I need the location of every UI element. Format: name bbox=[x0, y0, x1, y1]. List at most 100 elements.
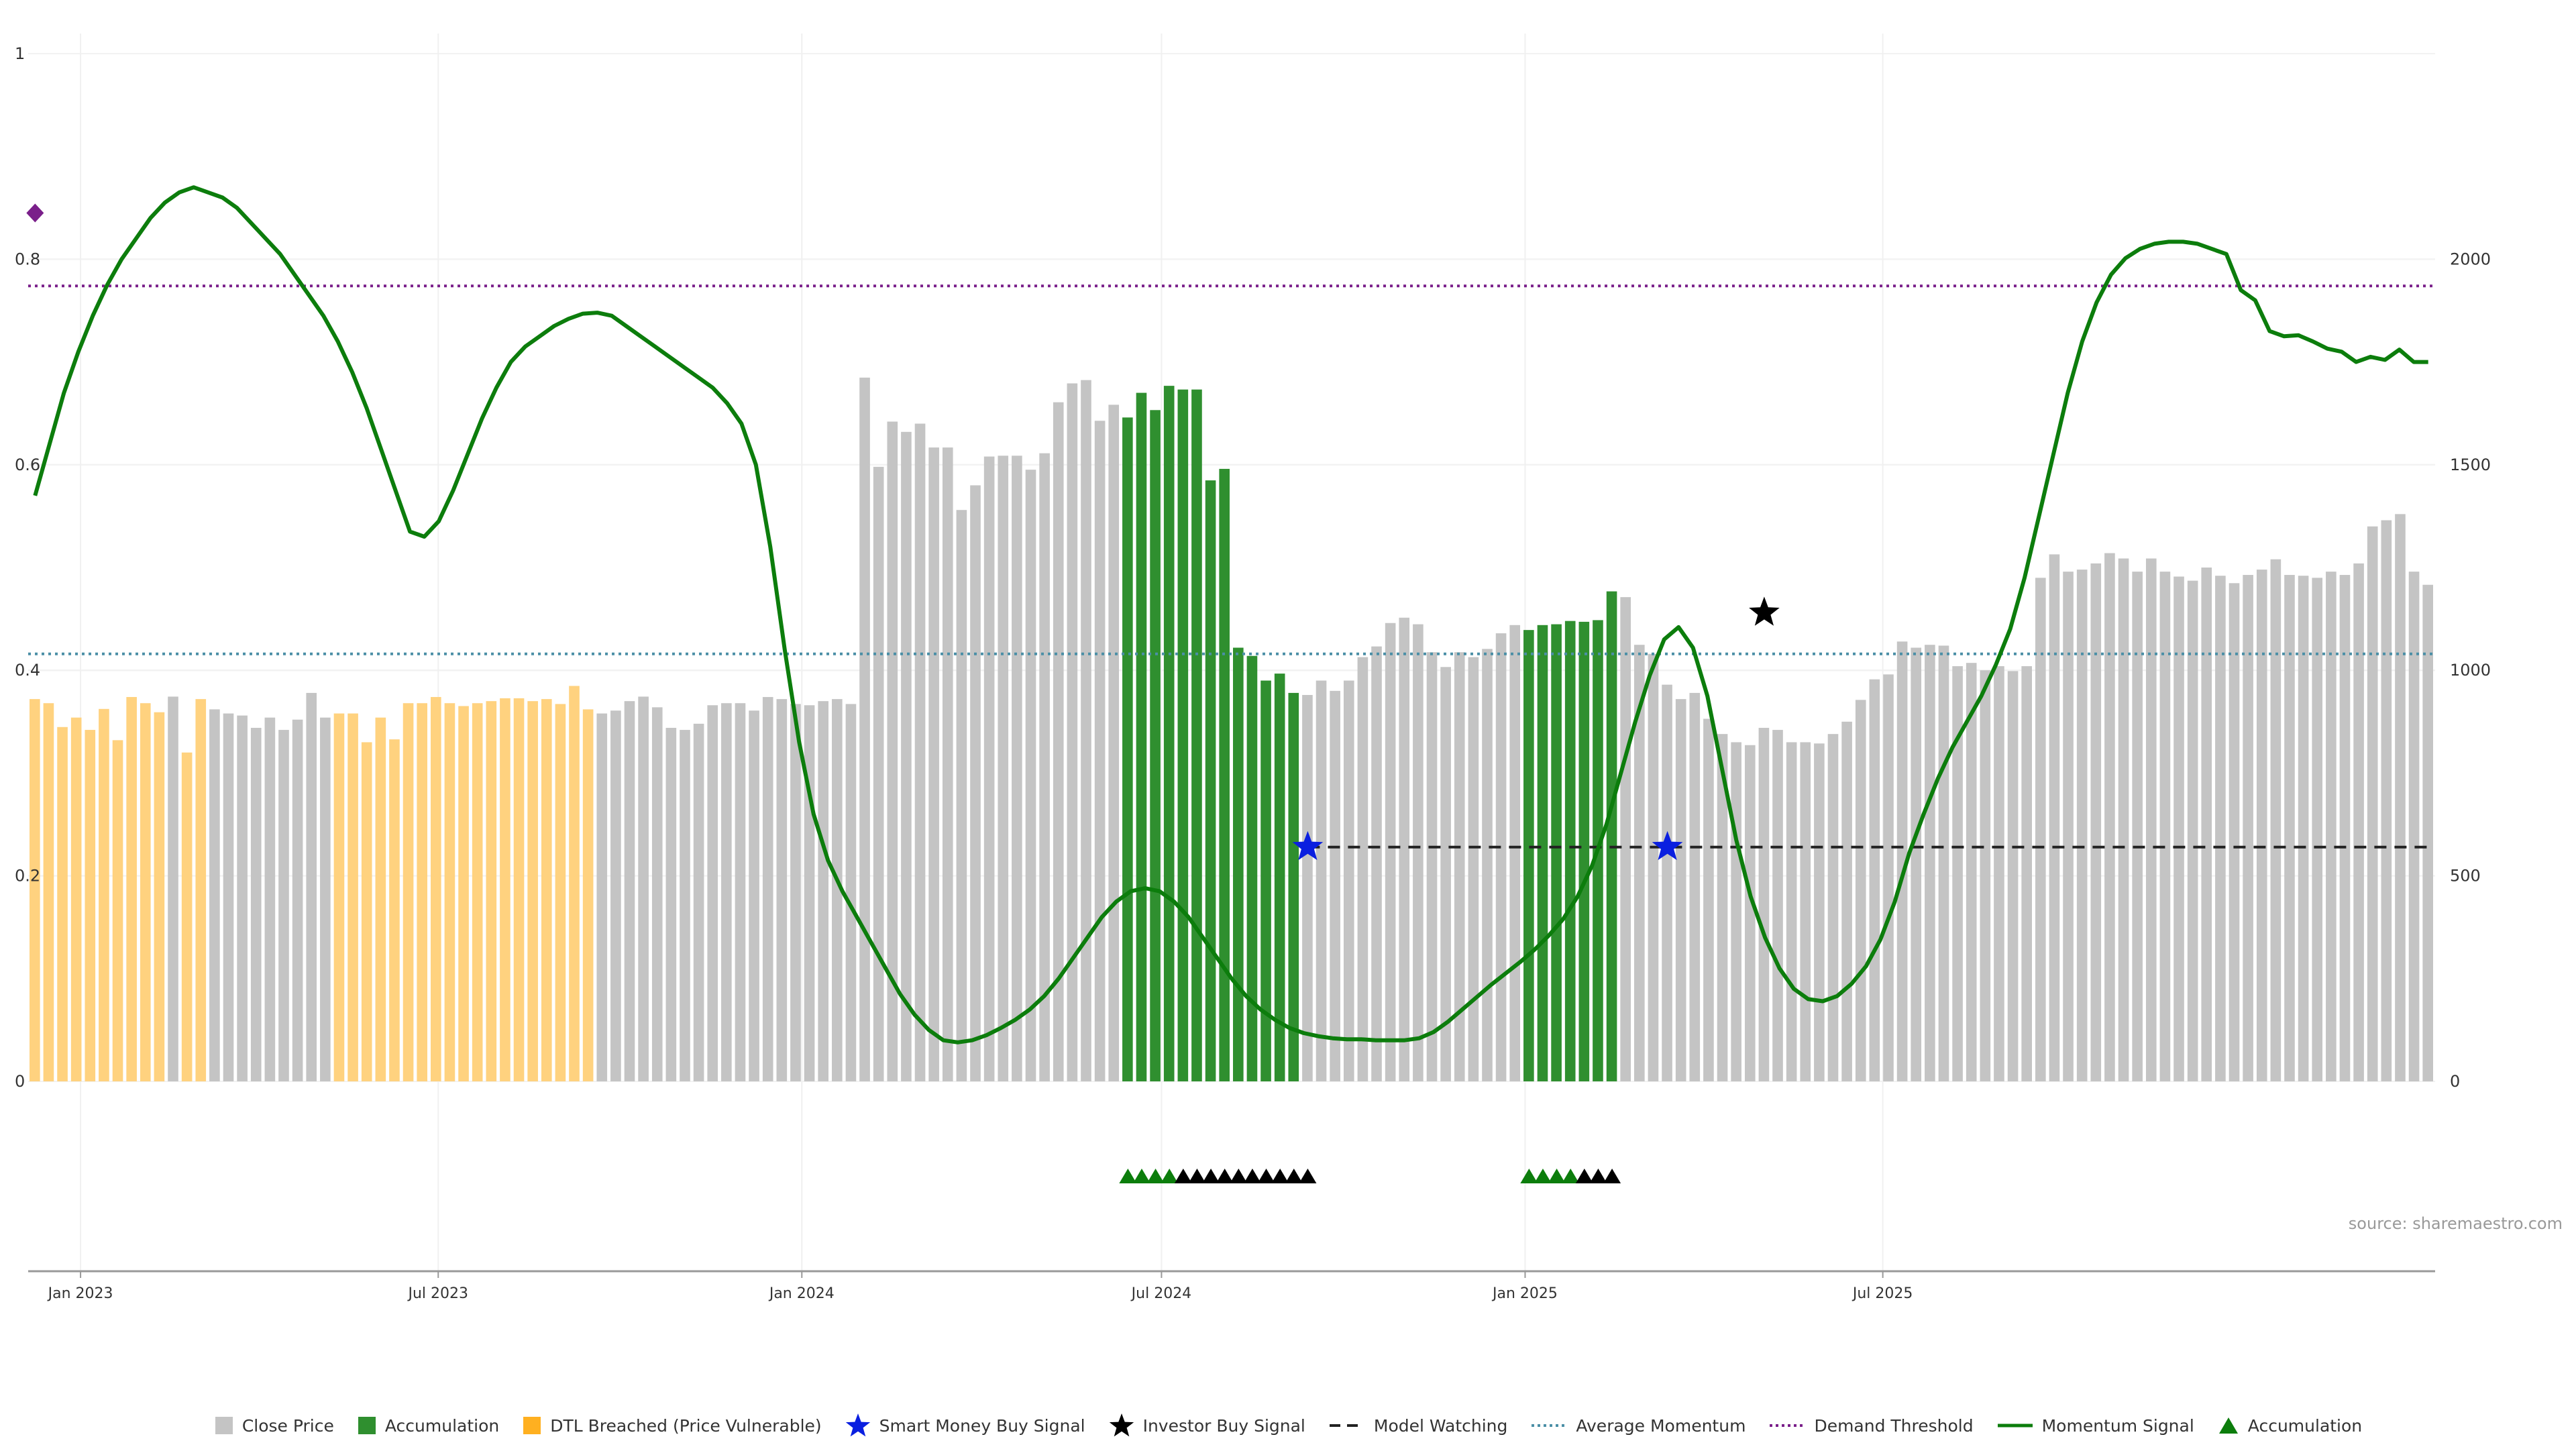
bar-close-price bbox=[749, 710, 759, 1081]
bar-accumulation bbox=[1122, 417, 1133, 1081]
bar-close-price bbox=[873, 466, 884, 1081]
bar-close-price bbox=[2145, 558, 2157, 1081]
source-note: source: sharemaestro.com bbox=[2348, 1214, 2563, 1233]
bar-close-price bbox=[1454, 652, 1465, 1081]
bar-close-price bbox=[2090, 563, 2102, 1081]
bar-dtl-breached bbox=[555, 704, 566, 1081]
bar-close-price bbox=[1482, 649, 1493, 1081]
bar-close-price bbox=[845, 704, 857, 1081]
bar-accumulation bbox=[1606, 591, 1617, 1081]
bar-accumulation bbox=[1205, 480, 1216, 1081]
bar-dtl-breached bbox=[195, 699, 207, 1081]
bar-close-price bbox=[1302, 694, 1313, 1081]
bar-close-price bbox=[859, 377, 870, 1081]
bar-close-price bbox=[1800, 742, 1811, 1081]
bar-close-price bbox=[2270, 559, 2282, 1081]
bar-close-price bbox=[1896, 641, 1908, 1081]
bar-close-price bbox=[223, 713, 234, 1081]
legend-star-icon bbox=[1109, 1413, 1134, 1437]
legend-item-investor: Investor Buy Signal bbox=[1108, 1412, 1305, 1439]
bar-close-price bbox=[1855, 700, 1866, 1081]
bar-close-price bbox=[2326, 572, 2337, 1081]
bar-accumulation bbox=[1551, 624, 1562, 1081]
bar-close-price bbox=[928, 447, 939, 1081]
accumulation-marker-triangle bbox=[1174, 1169, 1192, 1183]
bar-dtl-breached bbox=[402, 703, 414, 1081]
accumulation-marker-triangle bbox=[1188, 1169, 1206, 1183]
bar-close-price bbox=[2312, 578, 2323, 1081]
bar-dtl-breached bbox=[112, 740, 123, 1081]
bar-close-price bbox=[1925, 645, 1935, 1081]
bar-close-price bbox=[790, 704, 801, 1081]
right-tick-label: 1500 bbox=[2450, 455, 2491, 474]
bar-close-price bbox=[1703, 718, 1714, 1081]
investor-buy-star bbox=[1749, 596, 1780, 626]
bar-close-price bbox=[2395, 514, 2406, 1081]
bar-close-price bbox=[1744, 745, 1756, 1081]
legend-item-dtl-breached: DTL Breached (Price Vulnerable) bbox=[522, 1415, 822, 1436]
bar-accumulation bbox=[1260, 680, 1271, 1081]
bar-close-price bbox=[1689, 692, 1701, 1081]
bar-close-price bbox=[2215, 576, 2226, 1081]
demand-threshold-marker bbox=[26, 203, 44, 223]
bar-close-price bbox=[776, 699, 788, 1081]
bar-close-price bbox=[1371, 646, 1382, 1081]
bar-accumulation bbox=[1163, 386, 1175, 1082]
accumulation-marker-triangle bbox=[1285, 1169, 1303, 1183]
bar-close-price bbox=[693, 723, 704, 1081]
bar-close-price bbox=[1634, 645, 1645, 1081]
right-axis-ticks: 0 500 1000 1500 2000 bbox=[2450, 250, 2491, 1091]
left-tick-label: 0.6 bbox=[15, 455, 40, 474]
right-tick-label: 500 bbox=[2450, 867, 2481, 885]
bar-dtl-breached bbox=[444, 703, 455, 1081]
bar-close-price bbox=[2367, 526, 2378, 1081]
bar-close-price bbox=[1012, 455, 1022, 1081]
bar-close-price bbox=[1025, 470, 1036, 1081]
legend-label: Model Watching bbox=[1373, 1415, 1508, 1436]
bar-accumulation bbox=[1578, 621, 1590, 1081]
x-tick-label: Jan 2024 bbox=[768, 1285, 835, 1302]
bar-close-price bbox=[596, 713, 608, 1081]
legend-item-accumulation: Accumulation bbox=[357, 1415, 499, 1436]
accumulation-marker-triangle bbox=[1534, 1169, 1552, 1183]
bar-close-price bbox=[2174, 576, 2184, 1081]
bar-close-price bbox=[1081, 380, 1091, 1081]
bar-close-price bbox=[1883, 674, 1894, 1081]
legend-item-smart-money: Smart Money Buy Signal bbox=[845, 1412, 1085, 1439]
bar-close-price bbox=[762, 697, 773, 1081]
bar-close-price bbox=[1758, 727, 1770, 1081]
legend-label: Smart Money Buy Signal bbox=[879, 1415, 1085, 1436]
bar-close-price bbox=[2256, 570, 2267, 1081]
smart-money-buy-star bbox=[1292, 830, 1324, 861]
bar-close-price bbox=[983, 456, 995, 1081]
bar-dtl-breached bbox=[333, 713, 345, 1081]
bar-close-price bbox=[2229, 583, 2240, 1081]
bar-dtl-breached bbox=[375, 717, 386, 1081]
bar-accumulation bbox=[1233, 647, 1244, 1081]
bar-close-price bbox=[1053, 402, 1064, 1081]
bar-close-price bbox=[1495, 633, 1507, 1081]
left-tick-label: 1 bbox=[15, 44, 25, 63]
legend-label: Average Momentum bbox=[1576, 1415, 1746, 1436]
bar-close-price bbox=[707, 705, 718, 1081]
x-tick-label: Jan 2025 bbox=[1491, 1285, 1558, 1302]
left-axis-ticks: 0 0.2 0.4 0.6 0.8 1 bbox=[15, 44, 40, 1091]
accumulation-marker-triangle bbox=[1603, 1169, 1621, 1183]
bar-close-price bbox=[237, 715, 248, 1081]
bar-close-price bbox=[168, 696, 178, 1081]
bar-close-price bbox=[970, 485, 981, 1081]
legend-label: DTL Breached (Price Vulnerable) bbox=[550, 1415, 822, 1436]
bar-close-price bbox=[2076, 570, 2088, 1081]
bar-close-price bbox=[735, 703, 746, 1081]
bar-close-price bbox=[1385, 623, 1396, 1081]
legend-item-close-price: Close Price bbox=[214, 1415, 334, 1436]
bar-close-price bbox=[2159, 572, 2171, 1081]
right-tick-label: 2000 bbox=[2450, 250, 2491, 268]
bar-close-price bbox=[942, 447, 953, 1081]
x-axis-ticks: Jan 2023 Jul 2023 Jan 2024 Jul 2024 Jan 2025… bbox=[47, 1271, 1913, 1302]
bar-close-price bbox=[1814, 743, 1825, 1081]
legend-label: Accumulation bbox=[2247, 1415, 2363, 1436]
left-tick-label: 0.4 bbox=[15, 661, 40, 680]
bar-close-price bbox=[721, 703, 732, 1081]
